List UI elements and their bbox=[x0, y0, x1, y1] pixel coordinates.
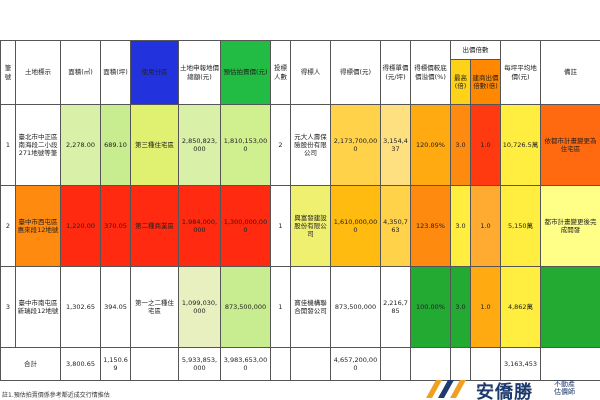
logo-subtitle: 不動產 估價師 bbox=[554, 380, 575, 397]
cell: 依都市計畫變更為住宅區 bbox=[540, 104, 600, 186]
total-cell: 3,983,653,000 bbox=[220, 347, 271, 381]
cell: 1,810,153,000 bbox=[220, 104, 271, 186]
cell: 臺中市西屯區惠來段12地號 bbox=[15, 185, 61, 267]
auction-table: 筆號 土地標示 面積(㎡) 面積(坪) 使用分區 土地申報地價總額(元) 預估拍賣價(元) 投… bbox=[0, 40, 600, 381]
column-header: 使用分區 bbox=[130, 40, 179, 105]
total-cell: 4,657,200,000 bbox=[330, 347, 381, 381]
column-header: 土地標示 bbox=[15, 40, 61, 105]
column-header: 得標價較底價溢價(%) bbox=[410, 40, 451, 105]
cell: 第一之二種住宅區 bbox=[130, 266, 179, 348]
cell: 100.00% bbox=[410, 266, 451, 348]
cell: 第二種商業區 bbox=[130, 185, 179, 267]
total-cell: 3,163,453 bbox=[500, 347, 541, 381]
column-header: 投標人數 bbox=[270, 40, 291, 105]
column-header: 筆號 bbox=[0, 40, 16, 105]
column-group-header: 出價倍數 bbox=[450, 40, 501, 60]
column-header: 得標單價(元/坪) bbox=[380, 40, 411, 105]
total-cell: 1,150.69 bbox=[100, 347, 131, 381]
column-header: 得標價(元) bbox=[330, 40, 381, 105]
data-row: 3 臺中市南屯區新瑞段12地號 1,302.65 394.05 第一之二種住宅區 1,09… bbox=[0, 266, 600, 348]
header-subrow: 最高(倍) 建商出價倍數(倍) bbox=[1, 59, 600, 105]
cell: 2,850,823,000 bbox=[178, 104, 221, 186]
total-cell: 合計 bbox=[0, 347, 61, 381]
logo-icon bbox=[426, 380, 466, 398]
cell: 3.0 bbox=[450, 185, 471, 267]
cell: 都市計畫變更後完成開發 bbox=[540, 185, 600, 267]
cell bbox=[540, 347, 600, 381]
cell: 臺北市中正區南海段二小段271地號等筆 bbox=[15, 104, 61, 186]
cell: 1 bbox=[0, 104, 16, 186]
cell: 1 bbox=[270, 266, 291, 348]
cell: 4,350,763 bbox=[380, 185, 411, 267]
column-subheader: 最高(倍) bbox=[450, 59, 471, 105]
cell: 120.09% bbox=[410, 104, 451, 186]
cell: 第三種住宅區 bbox=[130, 104, 179, 186]
total-cell: 3,800.65 bbox=[60, 347, 101, 381]
data-row: 1 臺北市中正區南海段二小段271地號等筆 2,278.00 689.10 第三種住宅區… bbox=[0, 104, 600, 186]
column-header: 備註 bbox=[540, 40, 600, 105]
cell: 1.0 bbox=[470, 266, 501, 348]
cell: 3 bbox=[0, 266, 16, 348]
cell: 2 bbox=[0, 185, 16, 267]
cell: 3,154,437 bbox=[380, 104, 411, 186]
table-body: 1 臺北市中正區南海段二小段271地號等筆 2,278.00 689.10 第三種住宅區… bbox=[0, 104, 600, 381]
cell: 3.0 bbox=[450, 104, 471, 186]
cell: 1,300,000,000 bbox=[220, 185, 271, 267]
cell: 寶佳機構聯合開發公司 bbox=[290, 266, 331, 348]
cell: 10,726.5萬 bbox=[500, 104, 541, 186]
cell: 1,610,000,000 bbox=[330, 185, 381, 267]
cell: 臺中市南屯區新瑞段12地號 bbox=[15, 266, 61, 348]
column-header: 面積(坪) bbox=[100, 40, 131, 105]
cell bbox=[470, 347, 501, 381]
cell: 2,216,785 bbox=[380, 266, 411, 348]
cell: 1,302.65 bbox=[60, 266, 101, 348]
cell: 689.10 bbox=[100, 104, 131, 186]
cell: 370.05 bbox=[100, 185, 131, 267]
cell: 1,099,030,000 bbox=[178, 266, 221, 348]
header-row: 筆號 土地標示 面積(㎡) 面積(坪) 使用分區 土地申報地價總額(元) 預估拍賣價(元) 投… bbox=[0, 40, 600, 105]
total-cell: 5,933,853,000 bbox=[178, 347, 221, 381]
column-header: 預估拍賣價(元) bbox=[220, 40, 271, 105]
totals-row: 合計 3,800.65 1,150.69 5,933,853,000 3,983,653… bbox=[0, 347, 600, 381]
cell: 1,220.00 bbox=[60, 185, 101, 267]
cell: 2,278.00 bbox=[60, 104, 101, 186]
cell bbox=[540, 266, 600, 348]
column-header: 土地申報地價總額(元) bbox=[178, 40, 221, 105]
cell bbox=[380, 347, 411, 381]
logo-name: 安僑勝 bbox=[476, 382, 533, 400]
data-row: 2 臺中市西屯區惠來段12地號 1,220.00 370.05 第二種商業區 1,984,… bbox=[0, 185, 600, 267]
cell: 873,500,000 bbox=[220, 266, 271, 348]
cell: 3.0 bbox=[450, 266, 471, 348]
cell: 興富發建設股份有限公司 bbox=[290, 185, 331, 267]
column-header: 每坪平均地價(元) bbox=[500, 40, 541, 105]
column-header: 得標人 bbox=[290, 40, 331, 105]
cell bbox=[270, 347, 291, 381]
cell: 5,150萬 bbox=[500, 185, 541, 267]
logo: 安僑勝 不動產 估價師 bbox=[420, 376, 600, 400]
cell: 2 bbox=[270, 104, 291, 186]
cell: 394.05 bbox=[100, 266, 131, 348]
cell: 123.85% bbox=[410, 185, 451, 267]
footnote: 註1.預估拍賣價係參考鄰近成交行情推估 bbox=[2, 392, 110, 399]
cell bbox=[290, 347, 331, 381]
cell: 1,984,000,000 bbox=[178, 185, 221, 267]
table-header: 筆號 土地標示 面積(㎡) 面積(坪) 使用分區 土地申報地價總額(元) 預估拍賣價(元) 投… bbox=[0, 40, 600, 105]
cell: 4,862萬 bbox=[500, 266, 541, 348]
cell: 元大人壽保險股份有限公司 bbox=[290, 104, 331, 186]
column-header: 面積(㎡) bbox=[60, 40, 101, 105]
cell: 2,173,700,000 bbox=[330, 104, 381, 186]
cell: 1 bbox=[270, 185, 291, 267]
cell: 1.0 bbox=[470, 185, 501, 267]
cell: 1.0 bbox=[470, 104, 501, 186]
cell bbox=[130, 347, 179, 381]
column-subheader: 建商出價倍數(倍) bbox=[470, 59, 501, 105]
cell: 873,500,000 bbox=[330, 266, 381, 348]
